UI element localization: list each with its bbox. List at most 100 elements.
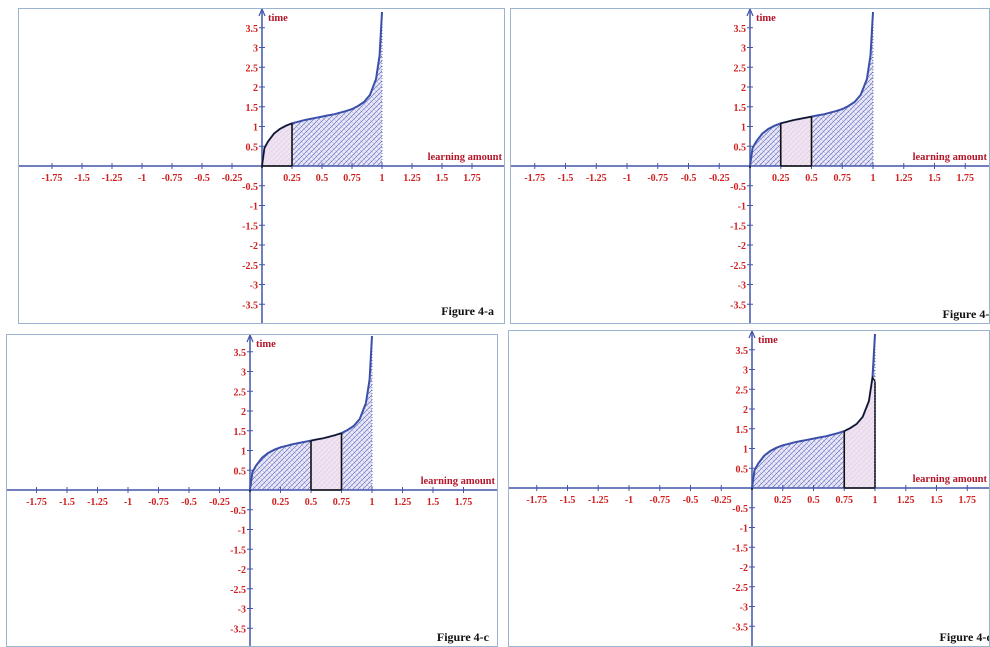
x-tick-label: -0.5 [681,173,697,184]
y-tick-label: -2 [238,565,246,576]
y-tick-label: 2.5 [736,385,749,396]
y-tick-label: 2.5 [246,63,259,74]
highlighted-curve-segment [780,115,812,124]
x-tick-label: -1 [625,495,633,506]
y-tick-label: -3.5 [242,300,258,311]
y-tick-label: 2.5 [234,387,247,398]
y-tick-label: -3 [738,281,746,292]
x-tick-label: 0.25 [272,497,290,508]
y-tick-label: 1 [241,447,246,458]
x-tick-label: 1 [380,173,385,184]
x-tick-label: -0.25 [222,173,243,184]
y-tick-label: -3 [740,603,748,614]
x-tick-label: 0.25 [283,173,301,184]
y-tick-label: 1 [743,445,748,456]
x-axis-title: learning amount [913,152,988,163]
x-tick-label: -1.75 [26,497,47,508]
x-tick-label: -0.25 [709,173,730,184]
x-tick-label: 0.5 [305,497,318,508]
y-axis-title: time [268,13,288,24]
x-tick-label: -0.25 [209,497,230,508]
y-tick-label: -1.5 [730,221,746,232]
y-tick-label: -2 [740,563,748,574]
figure-4a-panel: -1.75 -1.5 -1.25 -1 -0.75 -0.5 -0.25 0.25 0.5 0.7… [18,8,505,324]
x-tick-label: 1.75 [959,495,977,506]
figure-caption: Figure 4-d [940,630,990,644]
x-tick-label: -1.25 [102,173,123,184]
y-tick-label: 0.5 [736,464,749,475]
y-tick-label: -0.5 [732,504,748,515]
x-tick-label: -1 [124,497,132,508]
x-tick-label: -0.5 [683,495,699,506]
y-axis-title: time [756,13,776,24]
y-tick-label: 3 [241,368,246,379]
x-tick-label: -0.25 [711,495,732,506]
x-tick-label: 1.5 [928,173,941,184]
y-tick-label: 3 [743,366,748,377]
y-tick-label: 1 [741,123,746,134]
y-tick-label: -1 [740,524,748,535]
y-axis-arrow [748,331,756,339]
y-tick-label: -1 [238,526,246,537]
y-axis-title: time [256,339,276,350]
figure-4d-panel: -1.75 -1.5 -1.25 -1 -0.75 -0.5 -0.25 0.25 0.5 0.7… [508,330,990,647]
y-tick-label: -1.5 [230,545,246,556]
x-tick-label: 0.5 [316,173,329,184]
y-axis-arrow [746,9,754,17]
y-tick-label: -3.5 [730,300,746,311]
figure-caption: Figure 4-c [437,630,490,644]
y-tick-label: -3 [238,605,246,616]
y-tick-label: -3 [250,281,258,292]
figure-4c-panel: -1.75 -1.5 -1.25 -1 -0.75 -0.5 -0.25 0.25 0.5 0.7… [6,334,498,647]
x-axis-title: learning amount [428,152,503,163]
x-tick-label: -0.75 [148,497,169,508]
x-tick-label: -1.25 [588,495,609,506]
y-tick-label: -1.5 [732,543,748,554]
x-tick-label: 0.5 [805,173,818,184]
x-tick-label: 1.75 [455,497,473,508]
x-tick-label: -1.75 [524,173,545,184]
x-tick-label: 0.25 [774,495,792,506]
figure-caption: Figure 4-a [441,304,494,318]
y-tick-label: -1 [250,202,258,213]
highlighted-interval-area [780,116,812,166]
y-tick-label: 2 [241,407,246,418]
y-tick-label: 3 [741,44,746,55]
y-axis-arrow [258,9,266,17]
y-tick-label: -2 [738,241,746,252]
x-tick-label: 1.25 [394,497,412,508]
x-tick-label: -1 [623,173,631,184]
x-tick-label: 0.75 [834,173,852,184]
x-tick-label: 0.25 [772,173,790,184]
x-tick-label: 1.75 [957,173,975,184]
figure-4d-chart: -1.75 -1.5 -1.25 -1 -0.75 -0.5 -0.25 0.25 0.5 0.7… [509,331,990,646]
x-tick-label: 0.75 [836,495,854,506]
y-tick-label: 1 [253,123,258,134]
y-tick-label: 1.5 [734,103,747,114]
highlighted-curve-segment [261,122,293,167]
y-tick-label: -2 [250,241,258,252]
x-tick-label: 1 [370,497,375,508]
x-tick-label: -1 [138,173,146,184]
x-tick-label: -1.75 [526,495,547,506]
y-tick-label: 3 [253,44,258,55]
x-tick-label: -1.5 [558,173,574,184]
curve-line [249,335,373,491]
y-tick-label: -1.5 [242,221,258,232]
x-tick-label: 1 [871,173,876,184]
x-tick-label: -1.75 [42,173,63,184]
y-tick-label: 1.5 [234,427,247,438]
highlighted-interval-area [844,377,875,488]
x-tick-label: -0.75 [647,173,668,184]
y-tick-label: -0.5 [230,506,246,517]
highlighted-interval-area [311,433,342,490]
y-tick-label: 3.5 [734,24,747,35]
x-tick-label: 1 [873,495,878,506]
x-axis-title: learning amount [913,474,988,485]
y-tick-label: -3.5 [732,622,748,633]
y-tick-label: -2.5 [730,261,746,272]
x-tick-label: -1.5 [560,495,576,506]
y-tick-label: 3.5 [736,346,749,357]
y-tick-label: 1.5 [736,425,749,436]
x-tick-label: 1.5 [427,497,440,508]
